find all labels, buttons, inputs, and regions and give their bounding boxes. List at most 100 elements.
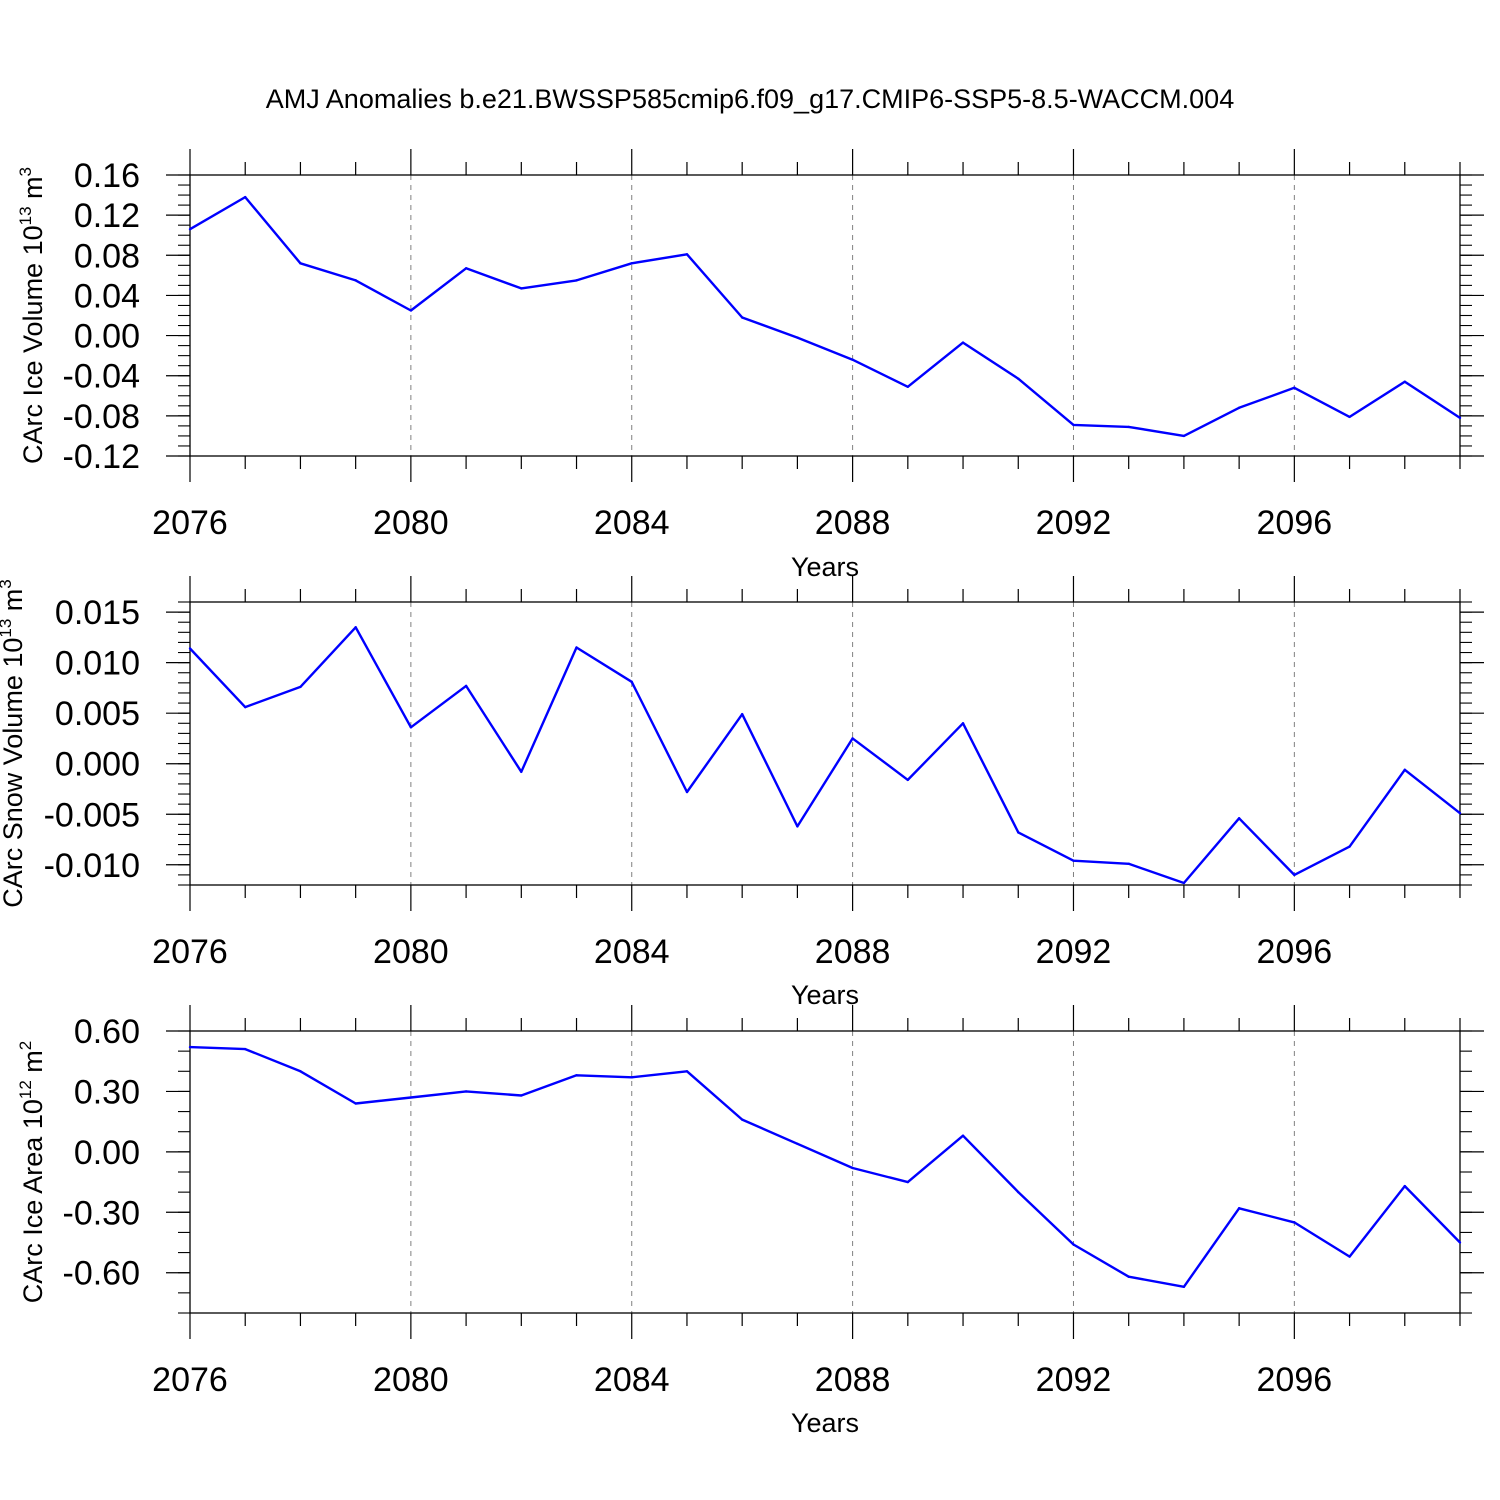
panel-2-data-point xyxy=(1403,768,1406,771)
panel-2-plot-frame xyxy=(189,601,1461,886)
panel-3-y-tick-label: 0.60 xyxy=(74,1013,140,1051)
panel-3-y-tick-label: 0.00 xyxy=(74,1134,140,1172)
panel-1-data-point xyxy=(851,358,854,361)
panel-3-data-point xyxy=(1293,1221,1296,1224)
panel-1-data-point xyxy=(409,309,413,312)
panel-1-y-tick-label: 0.12 xyxy=(74,197,140,235)
panel-3-y-axis-label: CArc Ice Area 1012 m2 xyxy=(16,1041,48,1304)
panel-2-data-point xyxy=(1348,845,1351,848)
panel-1-y-tick-label: -0.08 xyxy=(63,398,141,436)
panel-2-data-point xyxy=(740,712,744,716)
panel-1-data-point xyxy=(188,227,192,231)
panel-2-y-tick-label: 0.000 xyxy=(55,746,140,784)
panel-3-data-point xyxy=(409,1096,413,1099)
panel-3-x-tick-label: 2092 xyxy=(1036,1361,1112,1399)
panel-2-x-tick-label: 2096 xyxy=(1257,933,1333,971)
panel-3-data-point xyxy=(1458,1241,1462,1244)
panel-1-y-tick-label: 0.16 xyxy=(74,157,140,195)
panel-3-x-axis-label: Years xyxy=(791,1408,859,1438)
panel-3-data-point xyxy=(464,1090,468,1093)
panel-3-data-point xyxy=(1017,1190,1020,1194)
panel-2-data-point xyxy=(1293,873,1296,877)
panel-3-data-point xyxy=(1182,1285,1186,1289)
panel-1-x-tick-label: 2080 xyxy=(373,504,449,542)
panel-1-data-point xyxy=(1127,425,1130,429)
figure-title: AMJ Anomalies b.e21.BWSSP585cmip6.f09_g1… xyxy=(265,84,1235,114)
panel-3-plot-frame xyxy=(189,1030,1461,1314)
panel-3-data-point xyxy=(906,1180,910,1184)
panel-1-x-tick-label: 2096 xyxy=(1257,504,1333,542)
panel-2-data-point xyxy=(906,778,910,782)
panel-1-data-point xyxy=(520,287,523,290)
panel-2-x-axis-label: Years xyxy=(791,980,859,1010)
panel-2-x-tick-label: 2088 xyxy=(815,933,891,971)
panel-1-y-tick-label: -0.04 xyxy=(63,358,141,396)
panel-1-data-point xyxy=(1072,423,1075,427)
panel-3-data-point xyxy=(1348,1255,1351,1258)
panel-3-x-tick-label: 2080 xyxy=(373,1361,449,1399)
panel-2-data-point xyxy=(520,770,523,773)
panel-3-data-point xyxy=(1072,1243,1075,1246)
panel-1-data-point xyxy=(299,262,302,265)
panel-2-data-point xyxy=(409,726,413,729)
panel-2-data-point xyxy=(796,825,799,828)
panel-2-y-tick-label: -0.005 xyxy=(44,796,140,834)
panel-1-y-tick-label: -0.12 xyxy=(63,438,141,476)
panel-2-data-point xyxy=(1182,881,1186,885)
panel-2-y-axis-label: CArc Snow Volume 1013 m3 xyxy=(0,579,28,908)
panel-3-data-point xyxy=(244,1047,247,1051)
panel-2-data-point xyxy=(354,626,357,629)
panel-1-data-point xyxy=(354,279,357,282)
panel-2-y-tick-label: -0.010 xyxy=(44,847,140,885)
panel-1-x-tick-label: 2088 xyxy=(815,504,891,542)
panel-2-y-tick-label: 0.010 xyxy=(55,645,140,683)
panel-2-data-point xyxy=(1072,859,1075,862)
panel-1-data-point xyxy=(685,253,689,256)
panel-2-data-point xyxy=(244,705,247,709)
panel-2-x-tick-label: 2092 xyxy=(1036,933,1112,971)
panel-1-data-point xyxy=(1182,434,1186,438)
panel-3-data-point xyxy=(685,1070,689,1073)
panel-3-data-point xyxy=(851,1166,854,1170)
panel-1-x-axis-label: Years xyxy=(791,552,859,582)
panel-3-series-line xyxy=(189,1045,1461,1289)
panel-3-data-point xyxy=(299,1070,302,1073)
panel-3-data-point xyxy=(354,1102,357,1105)
panel-1-data-point xyxy=(1403,380,1406,383)
panel-3-data-point xyxy=(575,1074,578,1077)
panel-3-data-point xyxy=(740,1118,744,1121)
panel-2-x-tick-label: 2080 xyxy=(373,933,449,971)
panel-1-data-point xyxy=(630,262,633,265)
panel-1-x-tick-label: 2084 xyxy=(594,504,670,542)
panel-3-data-point xyxy=(1127,1275,1130,1278)
panel-1-data-point xyxy=(1017,377,1020,380)
panel-1-y-tick-label: 0.04 xyxy=(74,277,140,315)
panel-1-data-point xyxy=(796,336,799,339)
panel-3-x-tick-label: 2076 xyxy=(152,1361,228,1399)
panel-1-data-point xyxy=(961,341,965,344)
panel-3-data-point xyxy=(1403,1184,1406,1188)
panel-3-x-tick-label: 2096 xyxy=(1257,1361,1333,1399)
panel-3-data-point xyxy=(188,1045,192,1049)
panel-2-x-tick-label: 2076 xyxy=(152,933,228,971)
panel-1-y-tick-label: 0.08 xyxy=(74,237,140,275)
panel-2-data-point xyxy=(299,685,302,689)
panel-2-data-point xyxy=(1017,831,1020,834)
panel-1-data-point xyxy=(1293,386,1296,389)
panel-1-x-tick-label: 2092 xyxy=(1036,504,1112,542)
panel-2-data-point xyxy=(464,684,468,688)
panel-1-y-tick-label: 0.00 xyxy=(74,318,140,356)
panel-1-plot-frame xyxy=(189,174,1461,457)
panel-2-data-point xyxy=(1237,817,1241,820)
panel-2-data-point xyxy=(961,722,965,725)
panel-2-data-point xyxy=(630,680,633,684)
panel-1-data-point xyxy=(1348,415,1351,419)
panel-1-data-point xyxy=(464,267,468,270)
panel-1-data-point xyxy=(1458,416,1462,420)
panel-2-y-tick-label: 0.005 xyxy=(55,695,140,733)
panel-2-data-point xyxy=(188,647,192,650)
panel-3-data-point xyxy=(520,1094,523,1097)
panel-1-data-point xyxy=(244,195,247,199)
panel-1-data-point xyxy=(575,279,578,282)
